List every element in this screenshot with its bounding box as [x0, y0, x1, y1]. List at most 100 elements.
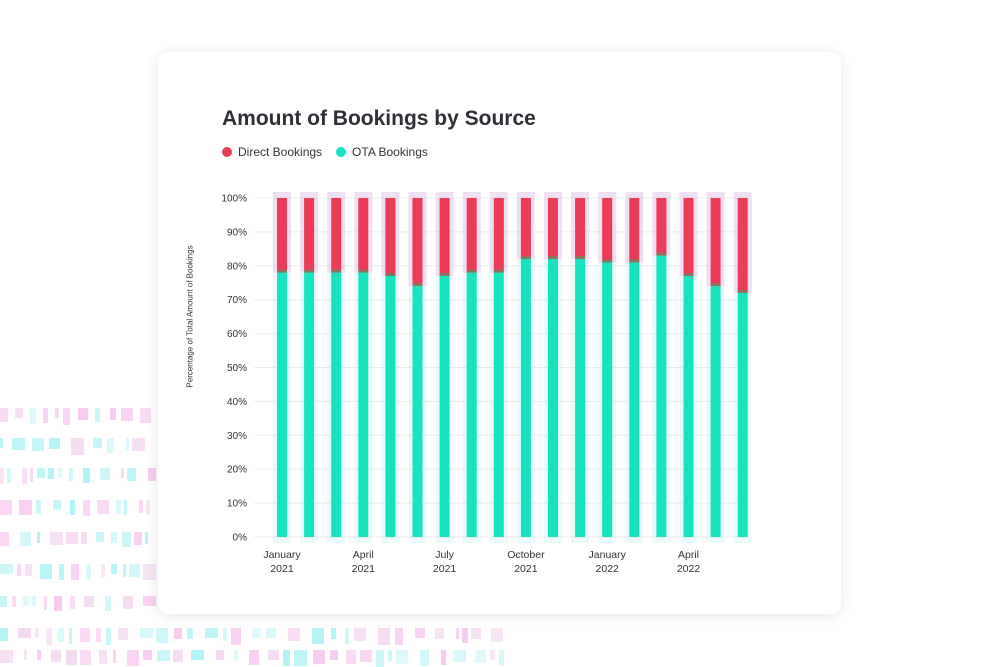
y-tick-label: 40%	[227, 397, 247, 408]
glitch-block	[37, 468, 45, 478]
bar-ota	[520, 259, 531, 537]
glitch-block	[100, 468, 110, 480]
bar-divider	[358, 269, 369, 273]
glitch-block	[105, 596, 111, 611]
glitch-block	[283, 650, 290, 666]
glitch-block	[25, 564, 32, 576]
glitch-block	[111, 564, 117, 574]
glitch-block	[37, 532, 40, 543]
bar-direct	[277, 198, 287, 273]
glitch-block	[95, 408, 100, 422]
bar-divider	[710, 283, 721, 287]
glitch-block	[110, 408, 116, 420]
glitch-block	[121, 408, 133, 421]
glitch-block	[118, 628, 128, 640]
glitch-block	[40, 564, 52, 579]
x-tick-month: January	[263, 549, 301, 561]
glitch-block	[48, 468, 54, 479]
bar-divider	[629, 259, 640, 263]
y-tick-label: 10%	[227, 499, 247, 510]
glitch-block	[143, 650, 152, 660]
glitch-block	[96, 628, 101, 642]
glitch-block	[80, 628, 90, 642]
x-tick-year: 2021	[352, 563, 376, 575]
y-tick-label: 50%	[227, 363, 247, 374]
glitch-block	[43, 408, 48, 423]
glitch-block	[157, 650, 170, 661]
bar-divider	[575, 256, 586, 260]
glitch-block	[249, 650, 259, 665]
glitch-block	[0, 650, 13, 663]
glitch-block	[12, 438, 25, 450]
bar-ota	[575, 259, 586, 537]
x-tick-month: April	[353, 549, 374, 561]
bar-direct	[331, 198, 342, 273]
glitch-block	[46, 628, 52, 645]
bar-divider	[683, 272, 694, 276]
glitch-block	[360, 650, 372, 662]
chart-title: Amount of Bookings by Source	[222, 107, 536, 130]
bar-divider	[304, 269, 315, 273]
y-tick-label: 100%	[221, 194, 247, 205]
bar-ota	[385, 275, 396, 537]
glitch-block	[83, 500, 90, 516]
bar-direct	[629, 198, 640, 263]
legend-swatch-direct	[222, 147, 232, 157]
bar-divider	[737, 289, 748, 293]
bar-ota	[656, 255, 667, 537]
glitch-block	[80, 650, 91, 665]
x-tick-month: January	[589, 549, 627, 561]
glitch-block	[99, 650, 107, 664]
glitch-block	[127, 468, 136, 481]
glitch-block	[187, 628, 193, 639]
glitch-block	[0, 438, 3, 448]
glitch-block	[475, 650, 486, 663]
bar-direct	[656, 198, 667, 256]
bar-ota	[548, 259, 558, 537]
glitch-block	[435, 628, 444, 639]
glitch-block	[143, 564, 156, 580]
y-tick-label: 60%	[227, 329, 247, 340]
glitch-block	[7, 468, 11, 483]
glitch-block	[12, 596, 16, 607]
glitch-block	[49, 438, 60, 449]
glitch-block	[173, 650, 183, 662]
bar-ota	[358, 272, 369, 537]
legend-item-direct[interactable]: Direct Bookings	[222, 145, 322, 159]
chart-card: Amount of Bookings by Source Direct Book…	[158, 52, 841, 614]
glitch-block	[0, 596, 7, 607]
glitch-block	[376, 650, 384, 667]
glitch-block	[0, 468, 4, 484]
glitch-block	[132, 438, 145, 451]
glitch-block	[54, 596, 62, 611]
glitch-block	[71, 438, 84, 455]
glitch-block	[146, 500, 150, 515]
glitch-block	[345, 628, 349, 644]
bar-ota	[331, 272, 342, 537]
bar-ota	[439, 275, 450, 537]
bar-ota	[466, 272, 477, 537]
bar-ota	[602, 262, 613, 537]
glitch-block	[53, 500, 61, 510]
glitch-block	[30, 408, 36, 424]
glitch-block	[140, 408, 151, 423]
glitch-block	[93, 438, 102, 448]
glitch-block	[420, 650, 429, 666]
glitch-block	[312, 628, 324, 644]
glitch-block	[491, 628, 503, 642]
glitch-block	[23, 596, 29, 606]
legend: Direct Bookings OTA Bookings	[222, 145, 428, 159]
glitch-block	[96, 532, 104, 542]
glitch-block	[84, 596, 94, 607]
glitch-block	[294, 650, 307, 666]
glitch-block	[97, 500, 109, 514]
glitch-block	[143, 596, 156, 606]
glitch-block	[51, 650, 61, 662]
legend-item-ota[interactable]: OTA Bookings	[336, 145, 428, 159]
glitch-block	[0, 628, 8, 641]
bar-ota	[629, 262, 640, 537]
glitch-block	[123, 564, 126, 577]
glitch-block	[78, 408, 88, 420]
bar-ota	[277, 272, 287, 537]
glitch-block	[0, 408, 8, 422]
